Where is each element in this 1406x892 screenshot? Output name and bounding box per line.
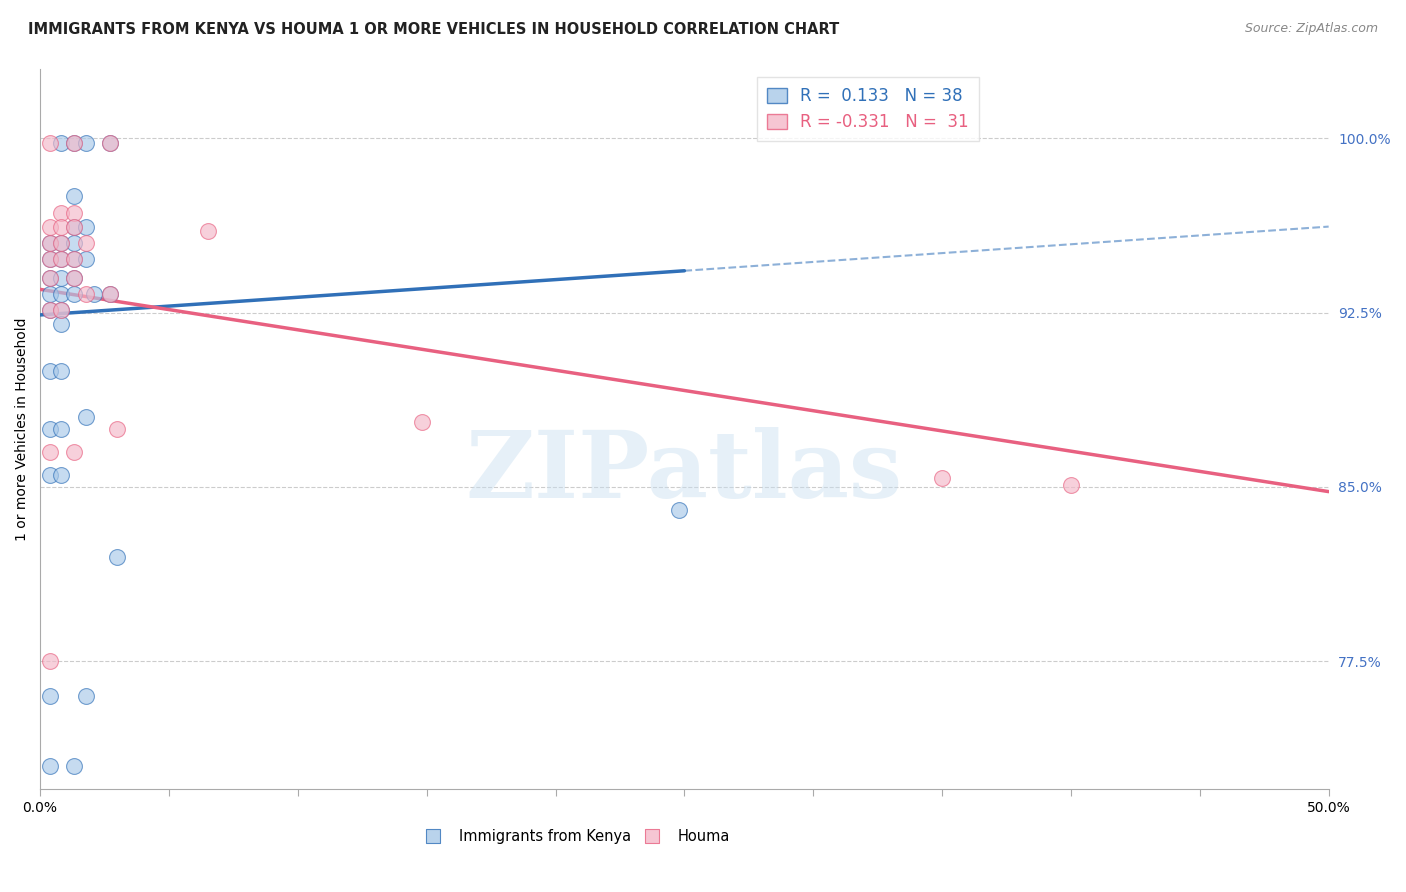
Point	[98, 136, 121, 150]
Point	[76, 219, 98, 234]
Point	[76, 136, 98, 150]
Point	[49, 303, 72, 318]
Point	[49, 468, 72, 483]
Point	[76, 410, 98, 425]
Point	[39, 252, 62, 267]
Point	[76, 235, 98, 250]
Text: Source: ZipAtlas.com: Source: ZipAtlas.com	[1244, 22, 1378, 36]
Point	[49, 252, 72, 267]
Point	[49, 219, 72, 234]
Point	[49, 303, 72, 318]
Point	[39, 270, 62, 285]
Point	[39, 136, 62, 150]
Point	[62, 759, 84, 773]
Point	[39, 759, 62, 773]
Point	[76, 252, 98, 267]
Point	[197, 224, 219, 238]
Text: ZIPatlas: ZIPatlas	[465, 427, 903, 517]
Point	[62, 235, 84, 250]
Point	[49, 235, 72, 250]
Y-axis label: 1 or more Vehicles in Household: 1 or more Vehicles in Household	[15, 317, 30, 541]
Text: Immigrants from Kenya: Immigrants from Kenya	[458, 829, 631, 844]
Point	[49, 287, 72, 301]
Point	[39, 235, 62, 250]
Point	[39, 303, 62, 318]
Point	[49, 205, 72, 219]
Point	[39, 364, 62, 378]
Point	[39, 468, 62, 483]
Point	[76, 287, 98, 301]
Point	[107, 422, 129, 436]
Point	[931, 471, 953, 485]
Point	[39, 422, 62, 436]
Point	[98, 136, 121, 150]
Point	[49, 317, 72, 331]
Point	[62, 445, 84, 459]
Point	[98, 287, 121, 301]
Point	[39, 252, 62, 267]
Point	[39, 235, 62, 250]
Point	[62, 252, 84, 267]
Point	[62, 189, 84, 203]
Point	[49, 270, 72, 285]
Point	[62, 270, 84, 285]
Point	[39, 270, 62, 285]
Point	[62, 252, 84, 267]
Point	[39, 689, 62, 703]
Point	[39, 303, 62, 318]
Point	[49, 252, 72, 267]
Point	[62, 219, 84, 234]
Point	[49, 422, 72, 436]
Point	[39, 219, 62, 234]
Legend: R =  0.133   N = 38, R = -0.331   N =  31: R = 0.133 N = 38, R = -0.331 N = 31	[756, 77, 979, 141]
Point	[107, 549, 129, 564]
Point	[39, 287, 62, 301]
Point	[49, 136, 72, 150]
Text: IMMIGRANTS FROM KENYA VS HOUMA 1 OR MORE VEHICLES IN HOUSEHOLD CORRELATION CHART: IMMIGRANTS FROM KENYA VS HOUMA 1 OR MORE…	[28, 22, 839, 37]
Point	[62, 136, 84, 150]
Point	[39, 445, 62, 459]
Text: Houma: Houma	[678, 829, 730, 844]
Point	[62, 219, 84, 234]
Point	[39, 654, 62, 668]
Point	[49, 364, 72, 378]
Point	[668, 503, 690, 517]
Point	[83, 287, 105, 301]
Point	[62, 287, 84, 301]
Point	[98, 287, 121, 301]
Point	[49, 235, 72, 250]
Point	[62, 270, 84, 285]
Point	[62, 205, 84, 219]
Point	[411, 415, 433, 429]
Point	[76, 689, 98, 703]
Point	[1060, 477, 1083, 491]
Point	[62, 136, 84, 150]
